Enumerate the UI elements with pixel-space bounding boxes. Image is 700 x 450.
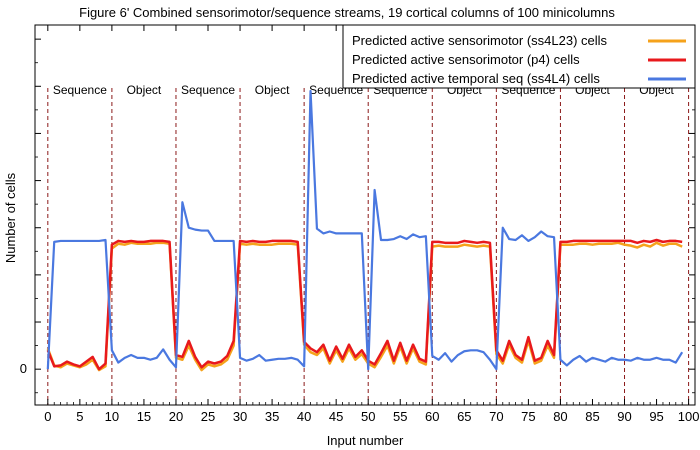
- x-tick-label-14: 70: [489, 409, 503, 424]
- region-label-3: Object: [255, 83, 290, 97]
- series-line-1: [46, 238, 683, 371]
- x-axis-label: Input number: [327, 433, 404, 448]
- y-tick-label-0: 0: [20, 361, 27, 376]
- x-tick-label-8: 40: [297, 409, 311, 424]
- chart-title: Figure 6' Combined sensorimotor/sequence…: [79, 5, 615, 20]
- x-tick-label-6: 30: [233, 409, 247, 424]
- region-label-2: Sequence: [181, 83, 235, 97]
- x-tick-label-9: 45: [329, 409, 343, 424]
- x-tick-label-1: 5: [76, 409, 83, 424]
- legend-label-2: Predicted active temporal seq (ss4L4) ce…: [352, 71, 600, 86]
- legend-label-1: Predicted active sensorimotor (p4) cells: [352, 52, 580, 67]
- x-tick-label-13: 65: [457, 409, 471, 424]
- legend-label-0: Predicted active sensorimotor (ss4L23) c…: [352, 33, 608, 48]
- legend: Predicted active sensorimotor (ss4L23) c…: [342, 24, 696, 89]
- tick-layer: 0 5 10 15 20 25 30 35 40 45 50 55 60 65 70 75 80 85 90 95 10…: [20, 25, 700, 424]
- x-tick-label-12: 60: [425, 409, 439, 424]
- x-tick-label-7: 35: [265, 409, 279, 424]
- x-tick-label-16: 80: [553, 409, 567, 424]
- region-label-0: Sequence: [53, 83, 107, 97]
- series-line-0: [46, 241, 683, 372]
- x-tick-label-18: 90: [617, 409, 631, 424]
- x-tick-label-10: 50: [361, 409, 375, 424]
- y-axis-label: Number of cells: [3, 172, 18, 263]
- x-tick-label-15: 75: [521, 409, 535, 424]
- series-line-2: [46, 89, 684, 371]
- legend-box: [342, 24, 696, 89]
- x-tick-label-2: 10: [105, 409, 119, 424]
- x-tick-label-3: 15: [137, 409, 151, 424]
- x-tick-label-17: 85: [585, 409, 599, 424]
- region-label-1: Object: [127, 83, 162, 97]
- x-tick-label-19: 95: [649, 409, 663, 424]
- x-tick-label-0: 0: [44, 409, 51, 424]
- series-layer: [46, 89, 684, 372]
- x-tick-label-5: 25: [201, 409, 215, 424]
- boundary-layer: [47, 88, 690, 405]
- x-tick-label-20: 100: [678, 409, 700, 424]
- x-tick-label-4: 20: [169, 409, 183, 424]
- x-tick-label-11: 55: [393, 409, 407, 424]
